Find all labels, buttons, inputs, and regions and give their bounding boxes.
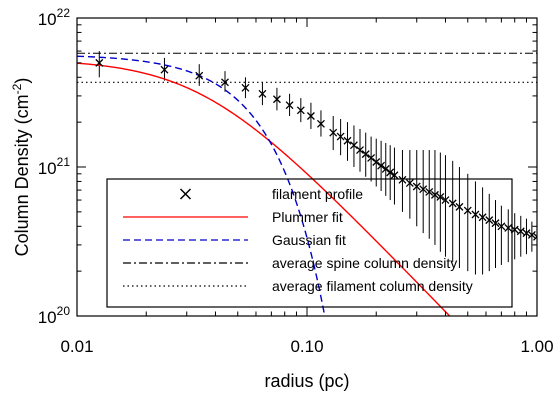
data-point [478, 213, 487, 222]
x-tick-label: 1.00 [520, 337, 553, 356]
data-point [361, 150, 370, 159]
data-point [405, 179, 414, 188]
y-axis-title: Column Density (cm-2) [10, 78, 32, 257]
data-point [425, 187, 434, 196]
data-point [522, 229, 531, 238]
data-markers [95, 58, 537, 241]
data-point [527, 230, 536, 239]
plot-frame [76, 17, 538, 317]
x-axis-title: radius (pc) [264, 371, 349, 391]
fit-curves [77, 55, 451, 316]
data-point [306, 112, 315, 120]
legend-label: average filament column density [272, 278, 473, 294]
axis-tick-labels: 0.01 0.10 1.00 1020 1021 1022 [38, 6, 554, 356]
data-point [398, 175, 407, 184]
data-point [485, 216, 494, 225]
data-point [336, 132, 345, 141]
data-point [412, 182, 421, 191]
plummer-fit-curve [77, 62, 451, 316]
data-point [455, 202, 464, 211]
data-point [516, 227, 525, 236]
data-point [221, 78, 229, 87]
data-point [195, 71, 204, 80]
data-point [377, 161, 386, 170]
data-point [504, 223, 513, 232]
y-tick-label: 1021 [38, 155, 71, 178]
data-point [491, 219, 500, 228]
legend-symbol-filament-profile [179, 188, 192, 200]
data-point [285, 101, 294, 110]
data-point [448, 199, 457, 208]
data-point [95, 58, 104, 67]
data-point [372, 158, 381, 166]
gaussian-fit-curve [77, 55, 326, 316]
data-point [471, 210, 480, 219]
x-tick-label: 0.01 [60, 337, 93, 356]
data-point [329, 128, 338, 137]
data-point [463, 206, 472, 215]
data-point [317, 119, 325, 128]
data-point [356, 146, 364, 154]
data-point [430, 190, 439, 199]
data-point [241, 83, 250, 92]
x-tick-label: 0.10 [290, 337, 323, 356]
data-point [272, 95, 281, 104]
legend-box [106, 178, 513, 308]
y-tick-label: 1022 [38, 6, 71, 29]
data-point [390, 171, 399, 180]
data-point [367, 153, 376, 162]
y-tick-label: 1020 [38, 304, 71, 327]
data-point [258, 89, 267, 98]
data-point [436, 192, 445, 201]
data-point [533, 232, 537, 241]
data-point [441, 196, 450, 205]
legend: filament profile Plummer fit Gaussian fit a… [106, 178, 513, 308]
legend-label: average spine column density [272, 255, 457, 271]
data-point [343, 136, 352, 145]
axis-ticks [76, 17, 538, 317]
data-point [381, 165, 390, 173]
legend-label: Plummer fit [272, 209, 343, 225]
data-point [160, 65, 169, 74]
data-point [419, 185, 428, 194]
legend-label: Gaussian fit [272, 232, 346, 248]
data-point [386, 168, 395, 177]
plot-content [77, 51, 537, 316]
data-point [296, 106, 305, 115]
data-point [497, 222, 506, 231]
legend-label: filament profile [272, 186, 363, 202]
data-point [349, 141, 358, 150]
reference-lines [77, 52, 537, 83]
